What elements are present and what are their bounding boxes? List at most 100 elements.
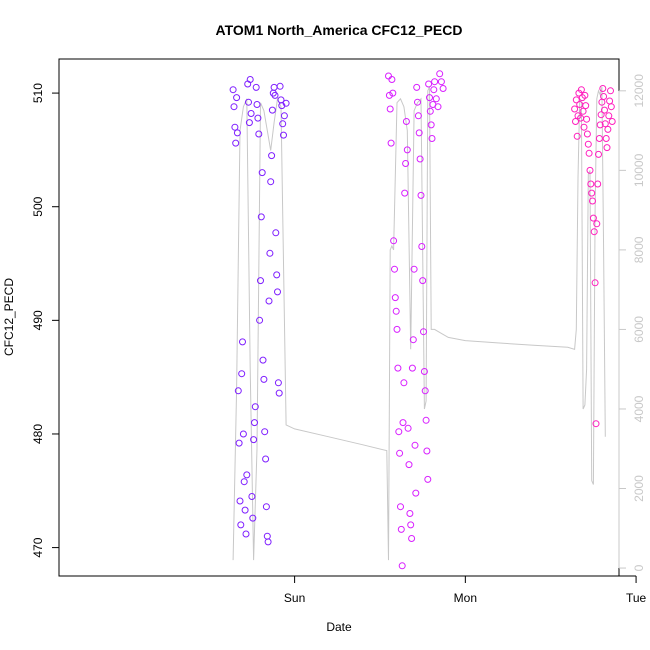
data-point-s1 <box>254 114 262 122</box>
data-point-s1 <box>236 497 244 505</box>
data-point-s1 <box>253 101 261 108</box>
data-point-s2 <box>410 265 418 273</box>
data-point-s2 <box>404 424 412 432</box>
data-point-s1 <box>233 94 241 102</box>
y-tick-label: 480 <box>31 424 45 444</box>
y2-tick-label: 0 <box>632 564 646 571</box>
data-point-s2 <box>434 103 442 111</box>
data-point-s2 <box>418 243 426 250</box>
data-point-s2 <box>392 307 400 315</box>
data-point-s3 <box>571 105 579 113</box>
data-point-s2 <box>408 364 416 372</box>
y2-tick-label: 10000 <box>632 153 646 187</box>
data-point-s3 <box>589 197 596 205</box>
data-point-s2 <box>386 105 394 113</box>
data-point-s1 <box>241 506 249 514</box>
data-point-s3 <box>589 214 597 222</box>
data-point-s3 <box>603 144 611 152</box>
data-point-s2 <box>417 191 425 199</box>
data-point-s1 <box>274 288 281 296</box>
data-point-s2 <box>426 94 433 102</box>
data-point-s3 <box>587 180 595 188</box>
data-point-s3 <box>601 120 609 128</box>
data-point-s1 <box>230 103 238 111</box>
data-point-s1 <box>251 403 259 411</box>
data-point-s2 <box>413 83 421 91</box>
data-point-s3 <box>606 97 614 105</box>
data-point-s1 <box>234 387 242 395</box>
data-point-s1 <box>272 229 280 237</box>
y-tick-label: 490 <box>31 310 45 330</box>
data-point-s2 <box>426 107 434 115</box>
data-point-s1 <box>257 277 264 285</box>
data-point-s3 <box>596 121 604 129</box>
data-point-s1 <box>239 338 246 346</box>
data-point-s1 <box>282 99 290 107</box>
data-point-s1 <box>257 213 265 221</box>
data-point-s3 <box>590 228 598 236</box>
data-point-s3 <box>583 130 591 138</box>
data-point-s2 <box>395 428 403 436</box>
y2-tick-label: 2000 <box>632 475 646 502</box>
data-point-s2 <box>409 336 417 344</box>
data-point-s2 <box>425 80 433 88</box>
data-point-s1 <box>267 178 275 186</box>
data-point-s3 <box>577 86 585 94</box>
data-point-s1 <box>246 76 254 83</box>
x-tick-label: Sun <box>284 591 305 605</box>
data-point-s2 <box>412 489 420 497</box>
data-point-s2 <box>424 475 432 483</box>
data-point-s1 <box>248 493 256 500</box>
data-point-s2 <box>391 265 398 273</box>
data-point-s1 <box>262 455 270 463</box>
chart-title: ATOM1 North_America CFC12_PECD <box>216 22 463 38</box>
data-point-s2 <box>414 112 422 120</box>
data-point-s3 <box>584 140 592 148</box>
data-point-s2 <box>396 449 404 457</box>
data-point-s3 <box>595 135 603 142</box>
data-point-s1 <box>268 152 276 160</box>
data-point-s3 <box>600 93 608 100</box>
data-point-s2 <box>408 535 416 542</box>
data-point-s3 <box>597 111 605 119</box>
y2-tick-label: 4000 <box>632 395 646 422</box>
data-point-s2 <box>393 325 401 333</box>
data-point-s3 <box>583 115 591 123</box>
data-point-s2 <box>439 85 447 92</box>
data-point-s2 <box>390 237 398 245</box>
data-point-s1 <box>250 436 258 444</box>
data-point-s2 <box>430 86 438 94</box>
data-point-s2 <box>402 118 410 125</box>
data-point-s2 <box>422 416 430 424</box>
plot-frame <box>58 58 620 577</box>
data-point-s2 <box>431 78 439 86</box>
data-point-s2 <box>406 510 414 517</box>
data-point-s2 <box>389 89 397 97</box>
data-point-s1 <box>273 271 281 279</box>
data-point-s1 <box>258 169 266 177</box>
y-tick-label: 470 <box>31 537 45 557</box>
data-point-s2 <box>401 189 409 197</box>
data-point-s2 <box>398 562 406 570</box>
data-point-s3 <box>604 125 612 133</box>
x-axis-label: Date <box>326 620 352 634</box>
data-point-s2 <box>436 70 444 78</box>
data-point-s3 <box>605 112 613 120</box>
data-point-s3 <box>581 91 589 99</box>
data-point-s2 <box>400 379 408 387</box>
data-point-s1 <box>251 419 258 427</box>
data-point-s3 <box>595 150 602 158</box>
y-axis-label: CFC12_PECD <box>2 278 16 356</box>
axes-layer: Sun Mon Tue 470 480 490 500 510 0 2000 4000 6000 800… <box>31 74 647 605</box>
data-point-s3 <box>579 107 587 115</box>
data-point-s2 <box>387 139 395 147</box>
data-point-s1 <box>261 428 269 436</box>
data-point-s3 <box>572 118 579 125</box>
data-point-s1 <box>274 379 282 387</box>
data-point-s3 <box>607 103 615 111</box>
data-point-s3 <box>582 102 590 110</box>
plot-layer <box>229 70 616 570</box>
data-point-s2 <box>415 129 423 137</box>
data-point-s3 <box>588 189 596 197</box>
